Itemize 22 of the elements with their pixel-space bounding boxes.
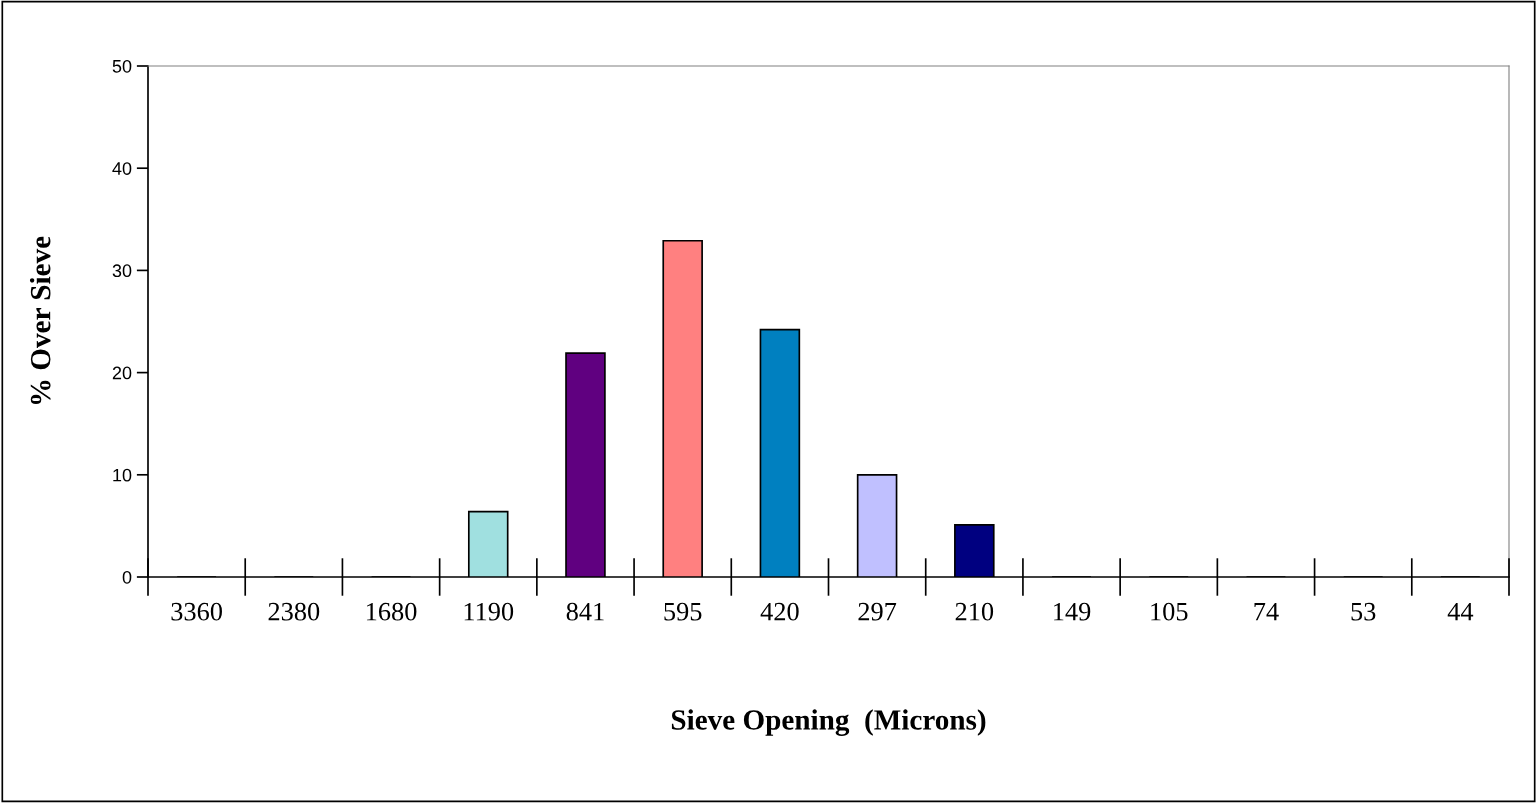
x-tick-label: 3360: [171, 602, 222, 621]
x-tick-label: 105: [1151, 602, 1188, 621]
x-tick-label: 210: [955, 602, 994, 621]
y-tick-label: 10: [113, 468, 132, 482]
y-axis-title: % Over Sieve: [29, 236, 51, 405]
x-tick-label: 74: [1254, 602, 1279, 621]
x-tick-label: 595: [664, 602, 702, 621]
x-axis-title: Sieve Opening (Microns): [671, 709, 986, 736]
x-tick-label: 53: [1351, 602, 1376, 621]
y-tick-label: 20: [112, 366, 132, 380]
x-tick-label: 297: [858, 602, 897, 621]
x-tick-label: 44: [1447, 602, 1474, 621]
y-tick-label: 30: [112, 264, 132, 278]
x-tick-label: 1190: [464, 602, 514, 621]
x-tick-label: 420: [760, 602, 799, 621]
x-tick-label: 2380: [268, 602, 320, 621]
x-tick-label: 841: [566, 602, 604, 621]
y-tick-label: 0: [122, 570, 132, 584]
x-tick-label: 149: [1054, 602, 1091, 621]
x-tick-label: 1680: [366, 602, 417, 621]
y-tick-label: 50: [112, 59, 132, 73]
y-tick-label: 40: [112, 162, 132, 175]
